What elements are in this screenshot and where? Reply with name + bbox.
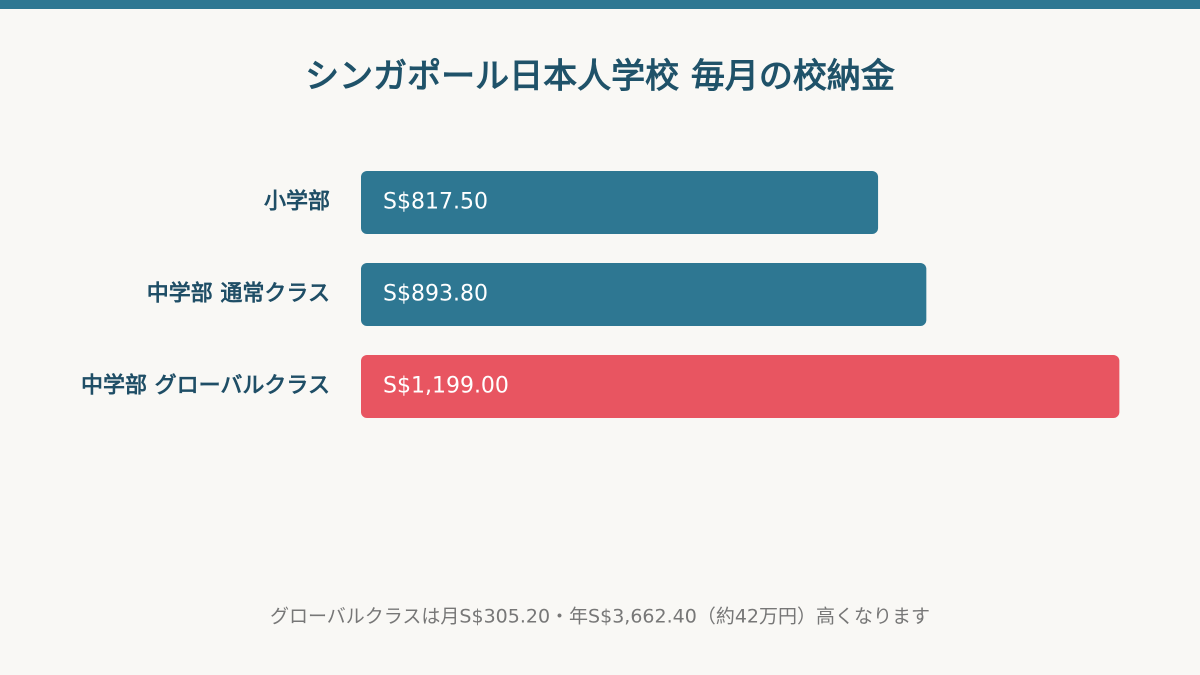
value-label: S$893.80 xyxy=(383,282,488,307)
chart-title: シンガポール日本人学校 毎月の校納金 xyxy=(305,57,896,97)
category-label: 中学部 通常クラス xyxy=(147,281,330,307)
bar xyxy=(361,263,927,326)
category-label: 小学部 xyxy=(264,189,330,215)
top-stripe xyxy=(0,0,1200,9)
category-label: 中学部 グローバルクラス xyxy=(81,373,330,399)
annotation: グローバルクラスは月S$305.20・年S$3,662.40（約42万円）高くな… xyxy=(270,606,930,628)
value-label: S$817.50 xyxy=(383,190,488,215)
value-label: S$1,199.00 xyxy=(383,374,509,399)
bar xyxy=(361,171,879,234)
bar xyxy=(361,355,1120,418)
